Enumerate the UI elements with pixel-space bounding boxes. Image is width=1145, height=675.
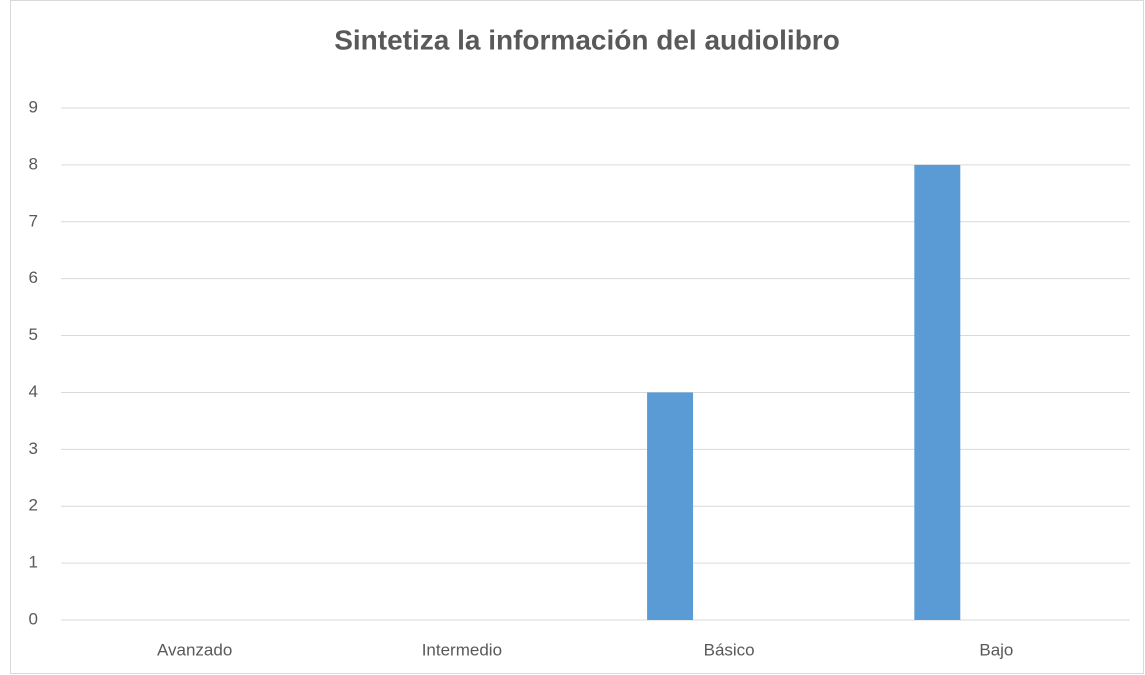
y-tick-label: 7 <box>29 211 38 230</box>
bar <box>914 164 961 620</box>
y-tick-label: 5 <box>29 325 38 344</box>
y-tick-label: 0 <box>29 609 38 628</box>
x-tick-label: Básico <box>704 640 755 659</box>
x-tick-label: Bajo <box>979 640 1013 659</box>
chart-title: Sintetiza la información del audiolibro <box>334 24 840 55</box>
chart-border <box>10 0 1144 674</box>
y-tick-label: 3 <box>29 439 38 458</box>
y-tick-label: 8 <box>29 154 38 173</box>
x-tick-label: Avanzado <box>157 640 232 659</box>
y-tick-label: 4 <box>29 382 38 401</box>
y-tick-label: 9 <box>29 97 38 116</box>
y-tick-label: 6 <box>29 268 38 287</box>
y-tick-label: 2 <box>29 496 38 515</box>
bar <box>647 392 694 620</box>
x-tick-label: Intermedio <box>422 640 502 659</box>
y-tick-label: 1 <box>29 553 38 572</box>
